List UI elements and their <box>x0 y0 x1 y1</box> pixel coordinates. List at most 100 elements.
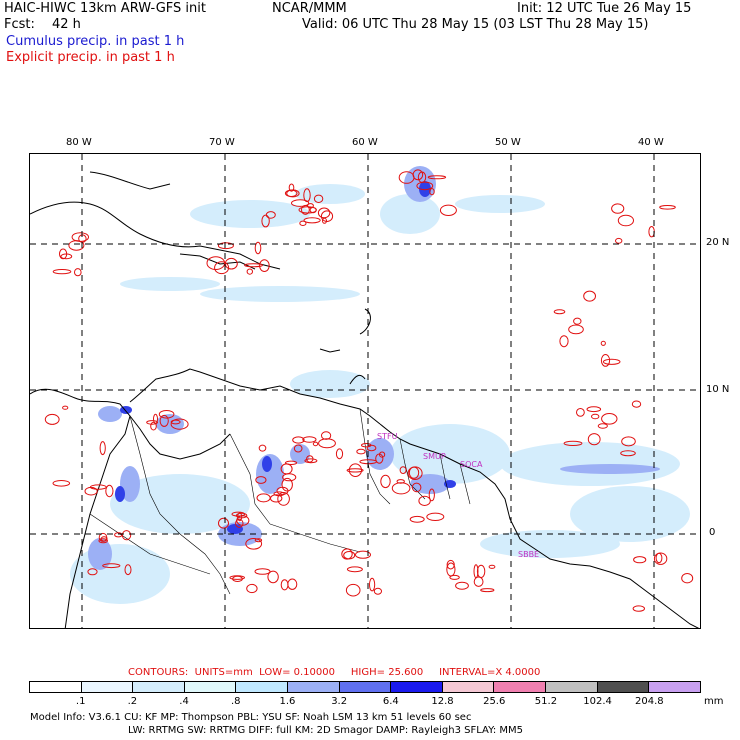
precip-contour <box>280 579 289 591</box>
precip-contour <box>99 441 106 456</box>
precip-contour <box>62 405 69 410</box>
precip-contour <box>633 556 647 564</box>
precip-contour <box>159 414 169 427</box>
precip-contour <box>320 210 334 223</box>
precip-contour <box>214 261 230 275</box>
precip-contour <box>439 204 457 216</box>
precip-contour <box>246 268 254 275</box>
precip-contour <box>429 188 435 196</box>
colorbar-tick-label: 3.2 <box>331 696 348 707</box>
precip-contour <box>254 568 271 575</box>
precip-contour <box>321 431 332 440</box>
precip-contour <box>317 207 331 219</box>
colorbar-cell <box>649 682 700 692</box>
precip-contour <box>68 240 85 251</box>
contours-low: LOW= 0.10000 <box>259 667 335 678</box>
contours-high: HIGH= 25.600 <box>350 667 424 678</box>
region-label-soca: SOCA <box>460 460 483 469</box>
precip-contour <box>473 576 484 587</box>
precip-contour <box>246 583 258 594</box>
lat-label-20n: 20 N <box>706 237 730 248</box>
precip-contour <box>52 269 72 275</box>
precip-contour <box>256 493 271 503</box>
precip-contour <box>281 477 293 492</box>
precip-contour <box>292 436 305 444</box>
precip-contour <box>291 199 310 207</box>
precip-contour <box>373 587 382 595</box>
precip-contour <box>409 515 425 523</box>
precip-contour <box>597 423 608 429</box>
precip-contour <box>348 463 362 478</box>
colorbar-tick-label: .8 <box>230 696 241 707</box>
org-label: NCAR/MMM <box>272 1 347 16</box>
region-label-sbbe: SBBE <box>518 550 540 559</box>
precip-contour <box>258 444 267 452</box>
precip-contour <box>356 448 366 455</box>
precip-contour <box>276 486 289 496</box>
precip-contour <box>621 436 636 447</box>
fcst-label: Fcst: <box>4 17 35 32</box>
precip-map: STFU SMUP SOCA SBBE <box>29 153 701 629</box>
precip-contour <box>455 581 469 590</box>
country-borders <box>89 408 471 595</box>
map-canvas <box>30 154 700 628</box>
lon-label-40w: 40 W <box>638 137 664 148</box>
precip-contour <box>102 563 121 569</box>
precip-contour <box>600 354 611 367</box>
precip-contour <box>648 226 655 238</box>
colorbar-tick-label: 6.4 <box>382 696 399 707</box>
precip-contour <box>288 183 295 192</box>
precip-contour <box>366 444 377 452</box>
colorbar-cell <box>81 682 134 692</box>
precip-contour <box>473 564 479 579</box>
model-info-line2: LW: RRTMG SW: RRTMG DIFF: full KM: 2D Sm… <box>128 725 524 736</box>
precip-contour <box>235 518 244 528</box>
precip-contour <box>231 511 246 517</box>
precip-contour <box>346 468 364 473</box>
light-precip-areas <box>70 184 690 604</box>
precip-contour <box>576 408 585 417</box>
precip-contour <box>206 256 226 270</box>
colorbar-cell <box>288 682 340 692</box>
precip-contour <box>89 484 107 490</box>
precip-contour <box>124 564 132 576</box>
precip-contour <box>52 480 71 487</box>
precip-contour <box>659 205 676 210</box>
coastlines <box>30 171 700 628</box>
precip-contour <box>563 440 583 446</box>
colorbar-cell <box>184 682 237 692</box>
precip-contour <box>217 242 234 250</box>
precip-contour <box>318 438 336 449</box>
precip-contour <box>302 436 317 443</box>
precip-contour <box>312 441 319 447</box>
precip-contour <box>303 217 321 224</box>
precip-contour <box>573 317 582 325</box>
precip-contour <box>254 538 263 543</box>
precip-contour <box>380 474 391 489</box>
precip-contour <box>480 588 495 593</box>
precip-contour <box>408 466 420 479</box>
precip-contour <box>449 574 460 580</box>
colorbar-cell <box>339 682 392 692</box>
precip-contour <box>98 538 108 544</box>
contours-info: CONTOURS: UNITS=mm LOW= 0.10000 HIGH= 25… <box>128 667 540 678</box>
precip-contour <box>632 605 645 612</box>
colorbar-tick-label: 204.8 <box>634 696 664 707</box>
precip-contour <box>341 548 353 560</box>
cumulus-legend: Cumulus precip. in past 1 h <box>6 34 185 49</box>
precip-contour <box>476 564 486 579</box>
precip-contour <box>105 484 114 498</box>
precip-contour <box>631 400 642 408</box>
region-label-stfu: STFU <box>377 432 398 441</box>
model-info-line1: Model Info: V3.6.1 CU: KF MP: Thompson P… <box>30 712 472 723</box>
precip-contour <box>84 486 98 496</box>
precip-contour <box>653 552 668 565</box>
precip-contour <box>379 451 386 458</box>
precip-contour <box>237 512 243 522</box>
precip-contour <box>44 413 60 425</box>
colorbar-cell <box>442 682 495 692</box>
precip-contour <box>304 458 318 464</box>
colorbar-tick-label: .1 <box>75 696 86 707</box>
precip-contour <box>617 214 635 227</box>
contours-units: UNITS=mm <box>194 667 253 678</box>
